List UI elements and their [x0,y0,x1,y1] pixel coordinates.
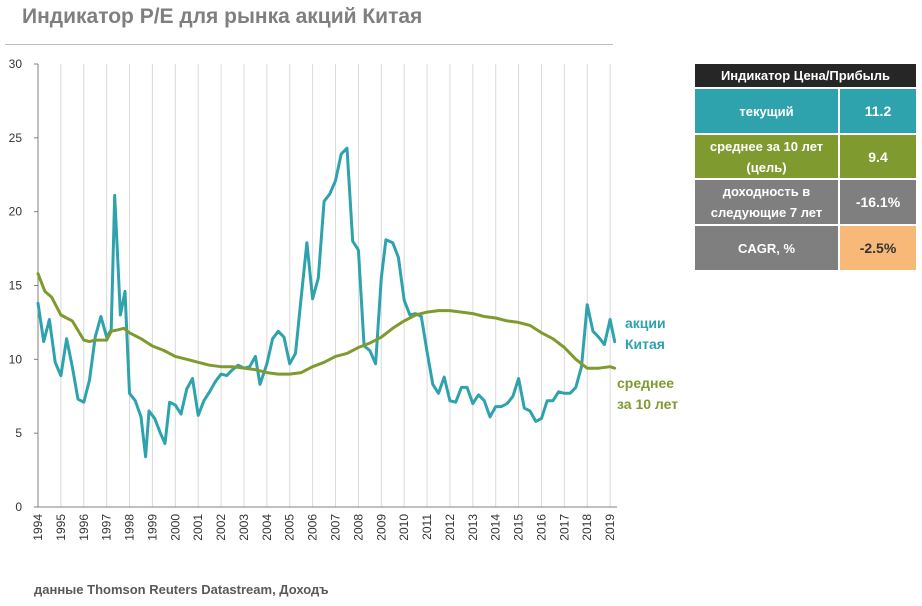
y-tick-label: 25 [9,131,23,145]
x-tick-label: 2018 [580,514,594,541]
series-label-line: за 10 лет [617,396,678,412]
title-divider [5,44,613,45]
y-tick-label: 5 [15,426,22,440]
table-row-average: среднее за 10 лет (цель) 9.4 [695,133,916,178]
x-tick-label: 2002 [214,514,228,541]
cagr-value: -2.5% [840,226,916,270]
x-tick-label: 2016 [534,514,548,541]
x-tick-label: 2015 [512,514,526,541]
y-tick-label: 15 [9,279,23,293]
series-label-line: акции [625,315,666,331]
x-tick-label: 2000 [168,514,182,541]
x-tick-label: 1995 [54,514,68,541]
x-tick-label: 2017 [557,514,571,541]
source-note: данные Thomson Reuters Datastream, Доход… [34,582,329,597]
series-label: акции Китая [625,315,666,352]
average-label: среднее за 10 лет (цель) [695,135,840,178]
cagr-label: CAGR, % [695,226,840,270]
x-tick-label: 1998 [123,514,137,541]
average-value: 9.4 [840,135,916,178]
chart-title: Индикатор P/E для рынка акций Китая [22,5,423,28]
x-tick-label: 2010 [397,514,411,541]
x-tick-label: 2003 [237,514,251,541]
current-label: текущий [695,89,840,133]
series-label-line: среднее [617,375,674,391]
series-label-line: Китая [625,336,665,352]
x-tick-label: 2008 [351,514,365,541]
x-tick-label: 1999 [145,514,159,541]
table-header: Индикатор Цена/Прибыль [695,64,916,87]
x-tick-label: 2001 [191,514,205,541]
x-tick-label: 2009 [374,514,388,541]
y-tick-label: 30 [9,57,23,71]
x-tick-label: 1996 [77,514,91,541]
y-tick-label: 10 [9,352,23,366]
x-tick-label: 2012 [443,514,457,541]
table-row-return: доходность в следующие 7 лет -16.1% [695,178,916,224]
x-tick-label: 2014 [489,514,503,541]
series-label: среднее за 10 лет [617,375,678,412]
x-tick-label: 2007 [329,514,343,541]
x-tick-label: 1997 [100,514,114,541]
table-row-current: текущий 11.2 [695,87,916,133]
x-tick-label: 2011 [420,514,434,540]
return-label: доходность в следующие 7 лет [695,180,840,224]
x-tick-label: 2013 [466,514,480,541]
series-line-ten-year-average [36,272,617,376]
series-line-china-stocks [36,146,617,459]
x-tick-label: 2006 [306,514,320,541]
pe-indicator-table: Индикатор Цена/Прибыль текущий 11.2 сред… [695,64,916,270]
x-tick-label: 2005 [283,514,297,541]
table-row-cagr: CAGR, % -2.5% [695,224,916,270]
y-tick-label: 0 [15,500,22,514]
y-tick-label: 20 [9,205,23,219]
x-tick-label: 1994 [31,514,45,541]
x-tick-label: 2004 [260,514,274,541]
x-tick-label: 2019 [603,514,617,541]
return-value: -16.1% [840,180,916,224]
current-value: 11.2 [840,89,916,133]
